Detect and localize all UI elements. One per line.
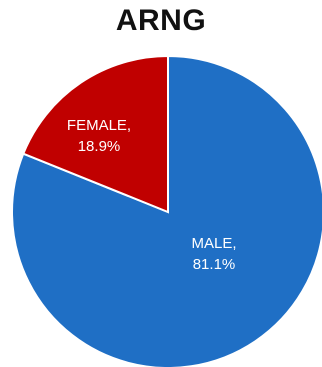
slice-label-value: 81.1% (193, 256, 236, 273)
slice-label-name: FEMALE, (67, 117, 131, 134)
slice-label-value: 18.9% (78, 138, 121, 155)
pie-slice-male (11, 54, 322, 367)
pie-slices (11, 54, 322, 367)
pie-slice-female (22, 54, 169, 214)
pie-labels: MALE, 81.1% FEMALE, 18.9% (67, 117, 237, 273)
chart-title: ARNG (115, 4, 207, 37)
slice-label-name: MALE, (191, 235, 236, 252)
